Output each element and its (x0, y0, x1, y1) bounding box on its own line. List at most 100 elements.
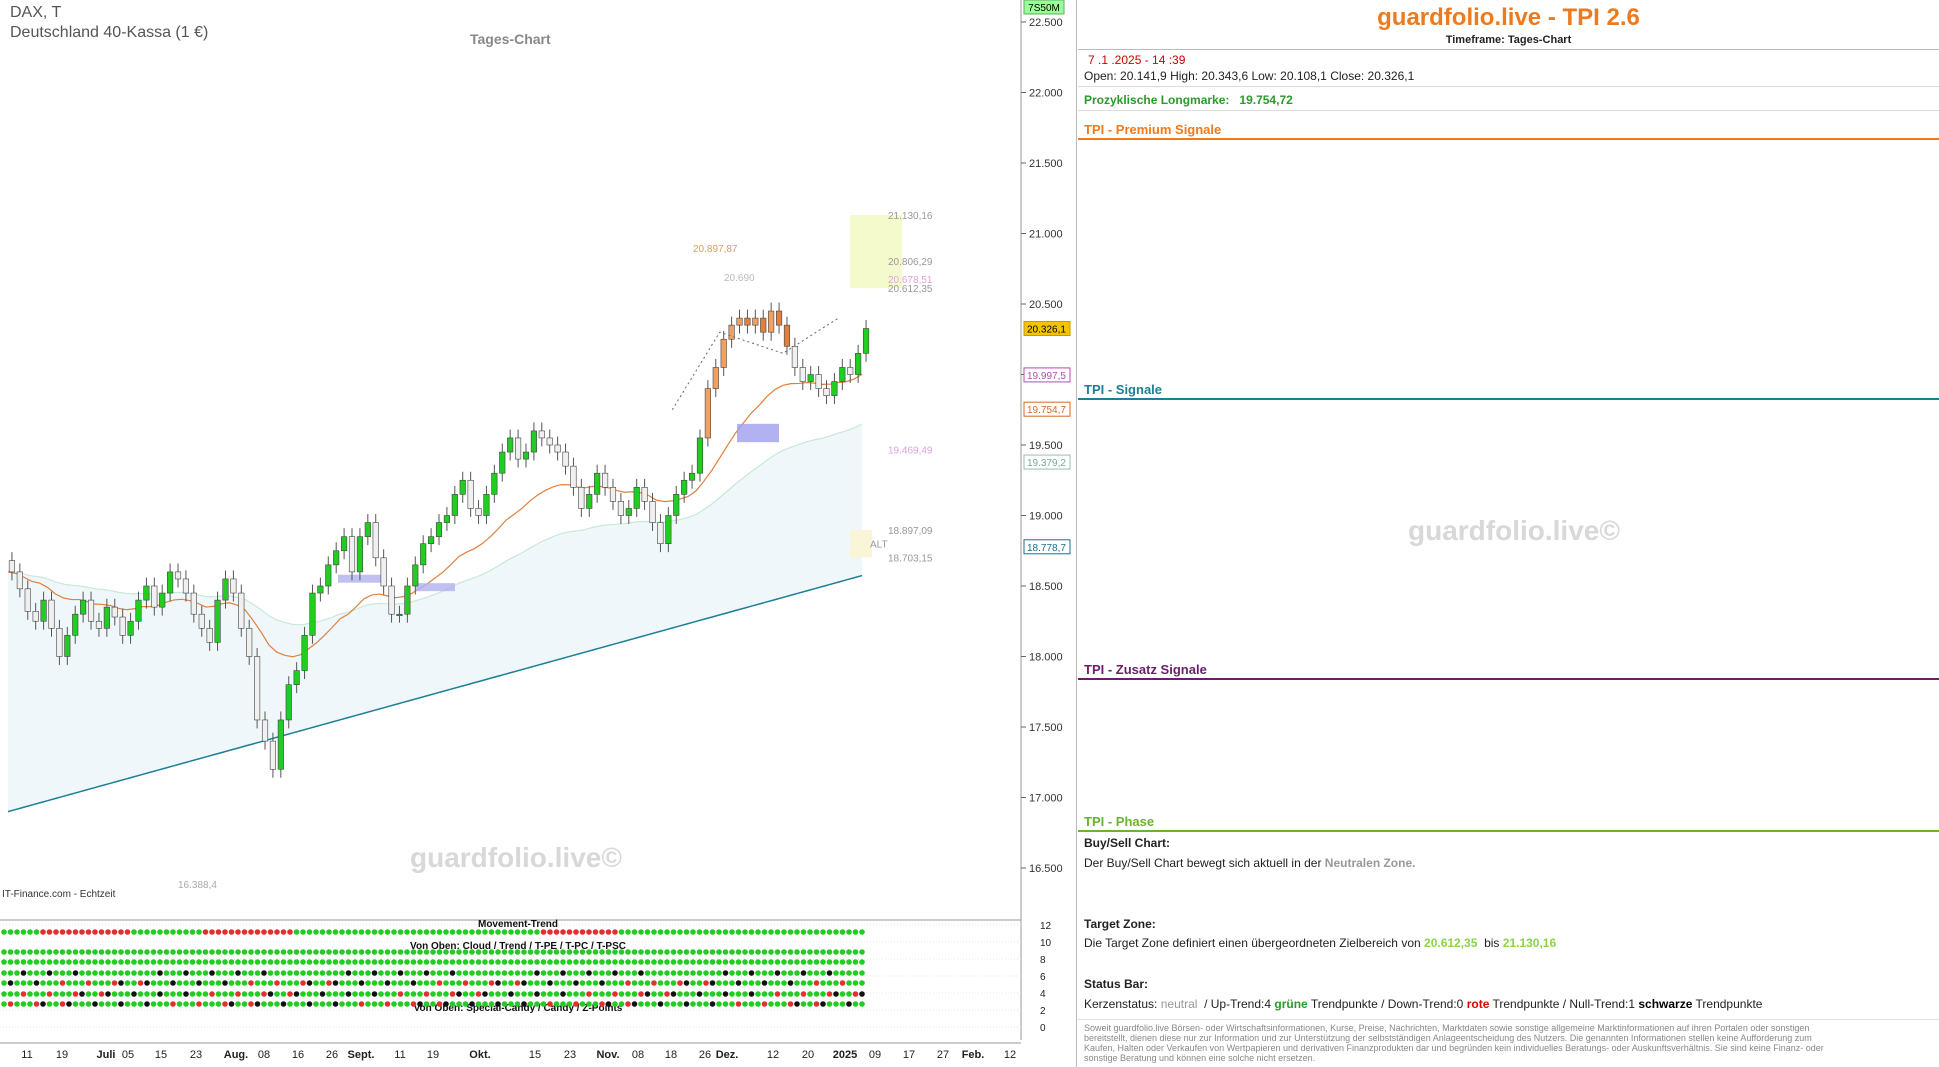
trend-dot (573, 949, 579, 955)
trend-dot (53, 970, 59, 976)
trend-dot (462, 949, 469, 955)
chart-price-label: 18.897,09 (888, 526, 933, 537)
trend-dot (547, 980, 553, 986)
trend-dot (625, 991, 631, 997)
candle (364, 522, 371, 537)
trend-dot (443, 1001, 449, 1007)
indicator-scale-label: 6 (1040, 972, 1046, 983)
candle (435, 522, 443, 537)
trend-dot (560, 980, 566, 986)
trend-dot (261, 980, 267, 986)
trend-dot (384, 949, 391, 955)
trend-dot (553, 949, 560, 955)
candle (831, 381, 838, 396)
trend-dot (222, 1001, 228, 1007)
trend-dot (443, 970, 449, 976)
trend-dot (339, 949, 345, 955)
trend-dot (222, 991, 228, 997)
trend-dot (313, 949, 319, 955)
trend-dot (839, 980, 846, 986)
trend-dot (599, 980, 605, 986)
trend-dot (826, 1001, 833, 1007)
candle (530, 430, 537, 453)
candle (475, 508, 482, 516)
trend-dot (436, 980, 443, 986)
trend-dot (46, 980, 53, 986)
trend-dot (566, 980, 573, 986)
trend-dot (592, 959, 599, 965)
trend-dot (215, 1001, 222, 1007)
trend-dot (807, 970, 813, 976)
candle (238, 592, 245, 629)
trend-dot (397, 929, 404, 935)
trend-dot (501, 1001, 508, 1007)
trend-dot (176, 970, 183, 976)
trend-dot (527, 991, 534, 997)
trend-dot (514, 1001, 521, 1007)
trend-dot (657, 970, 664, 976)
price-chart[interactable]: 7S50M22.50022.00021.50021.00020.50020.00… (0, 0, 1077, 1067)
trend-dot (293, 929, 300, 935)
trend-dot (774, 1001, 781, 1007)
trend-dot (98, 929, 105, 935)
trend-dot (553, 970, 560, 976)
trend-dot (677, 991, 683, 997)
trend-dot (235, 1001, 241, 1007)
trend-dot (79, 949, 85, 955)
extra-signals-line (1078, 678, 1939, 680)
trend-dot (222, 949, 228, 955)
trend-dot (33, 980, 40, 986)
trend-dot (794, 991, 800, 997)
trend-dot (131, 959, 137, 965)
trend-dot (755, 970, 761, 976)
trend-dot (748, 929, 755, 935)
signals-heading: TPI - Signale (1084, 382, 1163, 397)
trend-dot (176, 980, 183, 986)
trend-dot (144, 970, 150, 976)
trend-dot (599, 1001, 605, 1007)
trend-dot (79, 929, 85, 935)
trend-dot (163, 991, 170, 997)
chart-pane[interactable]: 7S50M22.50022.00021.50021.00020.50020.00… (0, 0, 1077, 1067)
trend-dot (462, 959, 469, 965)
trend-dot (365, 929, 371, 935)
trend-dot (111, 970, 118, 976)
trend-dot (7, 991, 14, 997)
trend-dot (287, 1001, 293, 1007)
trend-dot (85, 929, 92, 935)
trend-dot (495, 1001, 501, 1007)
trend-dot (761, 929, 768, 935)
trend-dot (53, 980, 59, 986)
price-tick-label: 17.000 (1029, 793, 1063, 805)
trend-dot (14, 970, 20, 976)
candle (696, 437, 704, 474)
trend-dot (92, 959, 98, 965)
trend-dot (332, 949, 339, 955)
ohlc-label: Open: 20.141,9 High: 20.343,6 Low: 20.10… (1084, 69, 1415, 83)
trend-dot (20, 929, 27, 935)
trend-dot (332, 970, 339, 976)
instrument-name: Deutschland 40-Kassa (1 €) (10, 24, 209, 41)
chart-price-label: 19.469,49 (888, 445, 933, 456)
candle (720, 338, 727, 368)
indicator-scale-label: 0 (1040, 1023, 1046, 1034)
trend-dot (27, 929, 33, 935)
trend-dot (183, 991, 189, 997)
time-tick-label: 27 (937, 1049, 949, 1061)
trend-dot (176, 929, 183, 935)
trend-dot (150, 959, 157, 965)
trend-dot (722, 949, 729, 955)
trend-dot (651, 1001, 657, 1007)
axis-top-badge-text: 7S50M (1028, 3, 1060, 14)
trend-dot (638, 991, 644, 997)
trend-dot (59, 980, 66, 986)
trend-dot (612, 1001, 618, 1007)
trend-dot (319, 959, 326, 965)
trend-dot (235, 991, 241, 997)
trend-dot (813, 929, 820, 935)
trend-dot (547, 929, 553, 935)
trend-dot (241, 991, 248, 997)
trend-dot (410, 991, 417, 997)
chart-price-label: 16.388,4 (178, 880, 217, 891)
time-tick-label: 12 (767, 1049, 779, 1061)
